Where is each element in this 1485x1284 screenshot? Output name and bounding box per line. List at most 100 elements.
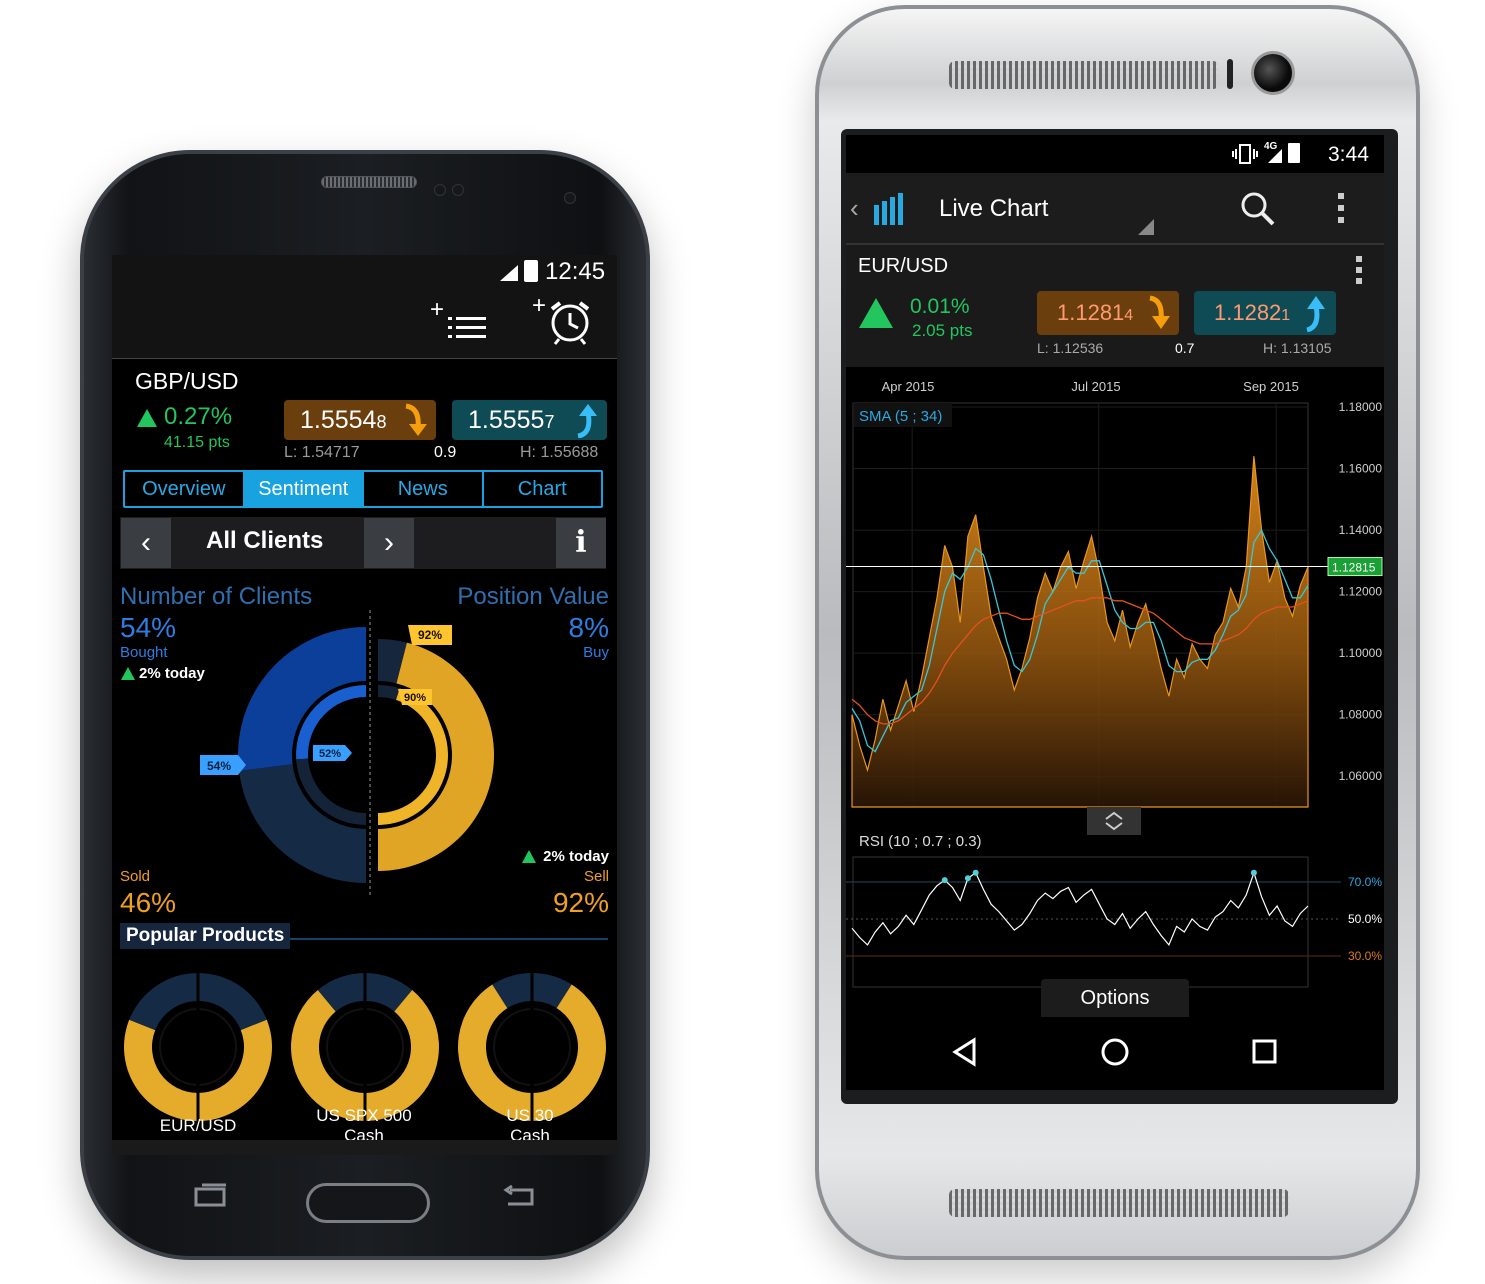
popular-buy-arc [198, 973, 267, 1031]
status-time: 3:44 [1328, 143, 1369, 166]
x-tick-label: Apr 2015 [882, 379, 935, 394]
earpiece-speaker [321, 176, 417, 188]
y-tick-label: 1.18000 [1339, 400, 1383, 414]
sell-today: 2% today [543, 848, 609, 865]
vibrate-icon [1232, 143, 1258, 170]
sell-up-icon [521, 849, 537, 869]
x-tick-label: Jul 2015 [1071, 379, 1120, 394]
up-nav-icon[interactable]: ‹ [850, 193, 859, 223]
top-speaker-grille [949, 61, 1219, 89]
rsi-line [851, 870, 1309, 947]
inner-bought-arc [296, 685, 366, 760]
recent-apps-icon[interactable] [194, 1182, 228, 1215]
change-percent: 0.27% [164, 403, 233, 430]
buy-price-pip: 7 [544, 412, 555, 432]
home-icon[interactable] [1100, 1037, 1130, 1072]
up-arrow-icon [136, 408, 158, 433]
rsi-overbought-mark [964, 875, 971, 882]
sell-label: Sell [583, 868, 609, 885]
change-percent: 0.01% [910, 295, 970, 318]
y-tick-label: 1.08000 [1339, 708, 1383, 722]
high-price: H: 1.13105 [1263, 340, 1332, 356]
buy-label: Buy [583, 644, 609, 661]
popular-label-1[interactable]: EUR/USD [159, 1116, 237, 1135]
up-price-arrow-icon [572, 402, 600, 450]
status-bar: 4G 3:44 [846, 135, 1384, 173]
next-segment-button[interactable]: › [364, 518, 414, 568]
status-time: 12:45 [545, 258, 606, 285]
front-camera [564, 192, 576, 204]
buy-price-button[interactable]: 1.12821 [1194, 291, 1336, 335]
rsi-tick-label: 30.0% [1348, 949, 1382, 963]
home-button[interactable] [306, 1183, 430, 1223]
sma-slow-line [851, 597, 1309, 725]
popular-buy-arc-2 [492, 973, 532, 1009]
instrument-menu-icon[interactable] [1354, 255, 1364, 292]
options-button[interactable]: Options [1041, 979, 1189, 1017]
tag-outer-left: 54% [200, 755, 246, 775]
overflow-menu-icon[interactable] [1336, 191, 1346, 232]
sell-price-button[interactable]: 1.55548 [284, 400, 436, 440]
popular-label-3-line1: US 30 [506, 1106, 554, 1125]
up-arrow-icon [858, 297, 894, 334]
popular-sell-arc [291, 989, 439, 1121]
bottom-speaker-grille [949, 1189, 1289, 1217]
info-button[interactable]: i [556, 518, 606, 568]
pane-resize-handle[interactable] [1087, 807, 1141, 835]
tag-inner-left-text: 52% [319, 748, 341, 760]
low-price: L: 1.12536 [1037, 340, 1104, 356]
popular-donut-2 [291, 971, 439, 1123]
rsi-label: RSI (10 ; 0.7 ; 0.3) [859, 833, 982, 850]
prev-segment-button[interactable]: ‹ [121, 518, 171, 568]
price-chart[interactable]: Apr 2015 Jul 2015 Sep 2015 1.18000 1.16000 1… [846, 367, 1384, 1017]
recents-icon[interactable] [1252, 1039, 1278, 1070]
sma-fast-line [851, 528, 1309, 753]
search-icon[interactable] [1240, 191, 1276, 232]
up-price-arrow-icon [1302, 294, 1328, 347]
sma-label: SMA (5 ; 34) [859, 408, 942, 425]
spinner-indicator-icon [1136, 217, 1156, 242]
buy-price-pip: 1 [1281, 307, 1291, 324]
network-type: 4G [1264, 141, 1278, 152]
clients-heading: Number of Clients [120, 583, 313, 610]
down-arrow-icon [1147, 294, 1173, 347]
popular-donut-1 [123, 971, 272, 1123]
tab-sentiment[interactable]: Sentiment [244, 472, 364, 506]
sell-price-button[interactable]: 1.12814 [1037, 291, 1179, 335]
instrument-symbol: GBP/USD [135, 368, 239, 394]
buy-price-button[interactable]: 1.55557 [452, 400, 607, 440]
outer-bought-arc [238, 627, 366, 772]
down-arrow-icon [402, 402, 430, 450]
tag-outer-right: 92% [408, 625, 452, 645]
screen-live-chart: 4G 3:44 ‹ Live Chart EUR/USD 0.01% 2.05 … [846, 135, 1384, 1090]
sensor-1 [434, 184, 446, 196]
change-points: 2.05 pts [912, 321, 973, 340]
popular-sell-arc [458, 984, 606, 1121]
tab-chart[interactable]: Chart [517, 478, 567, 500]
screen-sentiment: 12:45 + + GBP/USD 0.27% 41.15 pts 1.5554… [112, 255, 617, 1155]
popular-sell-arc [123, 1019, 272, 1121]
tab-overview[interactable]: Overview [125, 472, 245, 506]
add-alarm-icon[interactable]: + [532, 291, 596, 352]
buy-price-main: 1.5555 [468, 406, 545, 434]
app-logo-icon[interactable] [872, 193, 906, 232]
outer-sell-arc [378, 642, 495, 871]
screen-bottom-bar [112, 1140, 617, 1155]
tab-news[interactable]: News [364, 472, 484, 506]
current-price-text: 1.12815 [1332, 561, 1376, 575]
spread: 0.7 [1175, 340, 1195, 356]
rsi-tick-label: 50.0% [1348, 912, 1382, 926]
battery-icon [1288, 143, 1300, 163]
instrument-panel: EUR/USD 0.01% 2.05 pts 1.12814 1.12821 L… [846, 245, 1384, 367]
sentiment-donut: 54% 52% 92% 90% [200, 610, 495, 895]
back-icon[interactable] [952, 1037, 978, 1072]
add-watchlist-icon[interactable]: + [428, 295, 490, 350]
battery-icon [524, 260, 538, 282]
popular-donuts [123, 971, 606, 1123]
screen-title[interactable]: Live Chart [939, 195, 1049, 222]
price-area [851, 456, 1309, 808]
inner-sell-arc [378, 688, 449, 825]
client-segment-bar [120, 517, 606, 569]
back-icon[interactable] [502, 1184, 538, 1217]
popular-label-2-line1: US SPX 500 [316, 1106, 412, 1125]
